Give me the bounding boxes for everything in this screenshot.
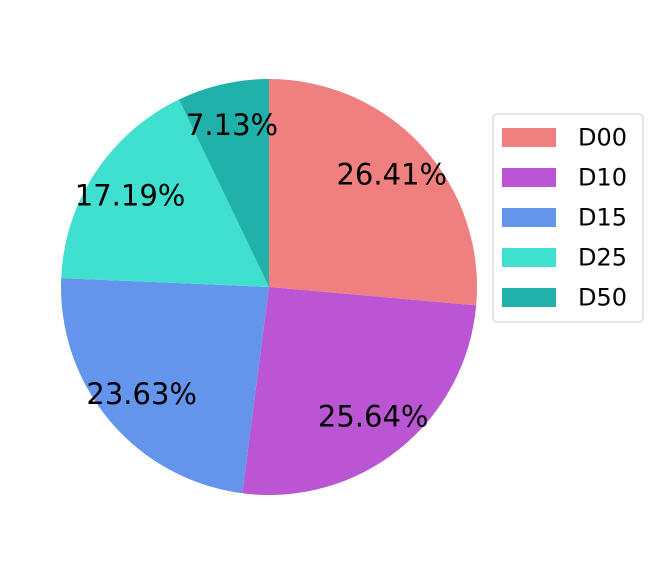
legend-swatch-d50 [502, 288, 556, 307]
legend-label-d10: D10 [578, 164, 627, 192]
pie-label-d15: 23.63% [86, 377, 197, 411]
pie-label-d10: 25.64% [318, 400, 429, 434]
pie-label-d25: 17.19% [75, 178, 186, 212]
legend-swatch-d10 [502, 168, 556, 187]
legend-swatch-d15 [502, 208, 556, 227]
legend-label-d25: D25 [578, 244, 627, 272]
pie-slice-d15 [61, 278, 270, 494]
pie-slice-d10 [242, 287, 477, 495]
legend-label-d15: D15 [578, 204, 627, 232]
pie-slice-d00 [269, 79, 477, 306]
legend-swatch-d00 [502, 128, 556, 147]
pie-slice-d25 [61, 99, 269, 287]
pie-slice-d50 [178, 79, 269, 287]
pie-label-d00: 26.41% [336, 158, 447, 192]
legend-label-d00: D00 [578, 124, 627, 152]
legend-frame [492, 113, 644, 323]
legend-items: D00 D10 D15 D25 D50 [502, 124, 627, 312]
pie-percentage-labels: 26.41% 25.64% 23.63% 17.19% 7.13% [75, 108, 447, 434]
legend-label-d50: D50 [578, 284, 627, 312]
pie-label-d50: 7.13% [186, 108, 278, 142]
pie-slices [61, 79, 477, 495]
legend: D00 D10 D15 D25 D50 [492, 113, 644, 323]
legend-swatch-d25 [502, 248, 556, 267]
